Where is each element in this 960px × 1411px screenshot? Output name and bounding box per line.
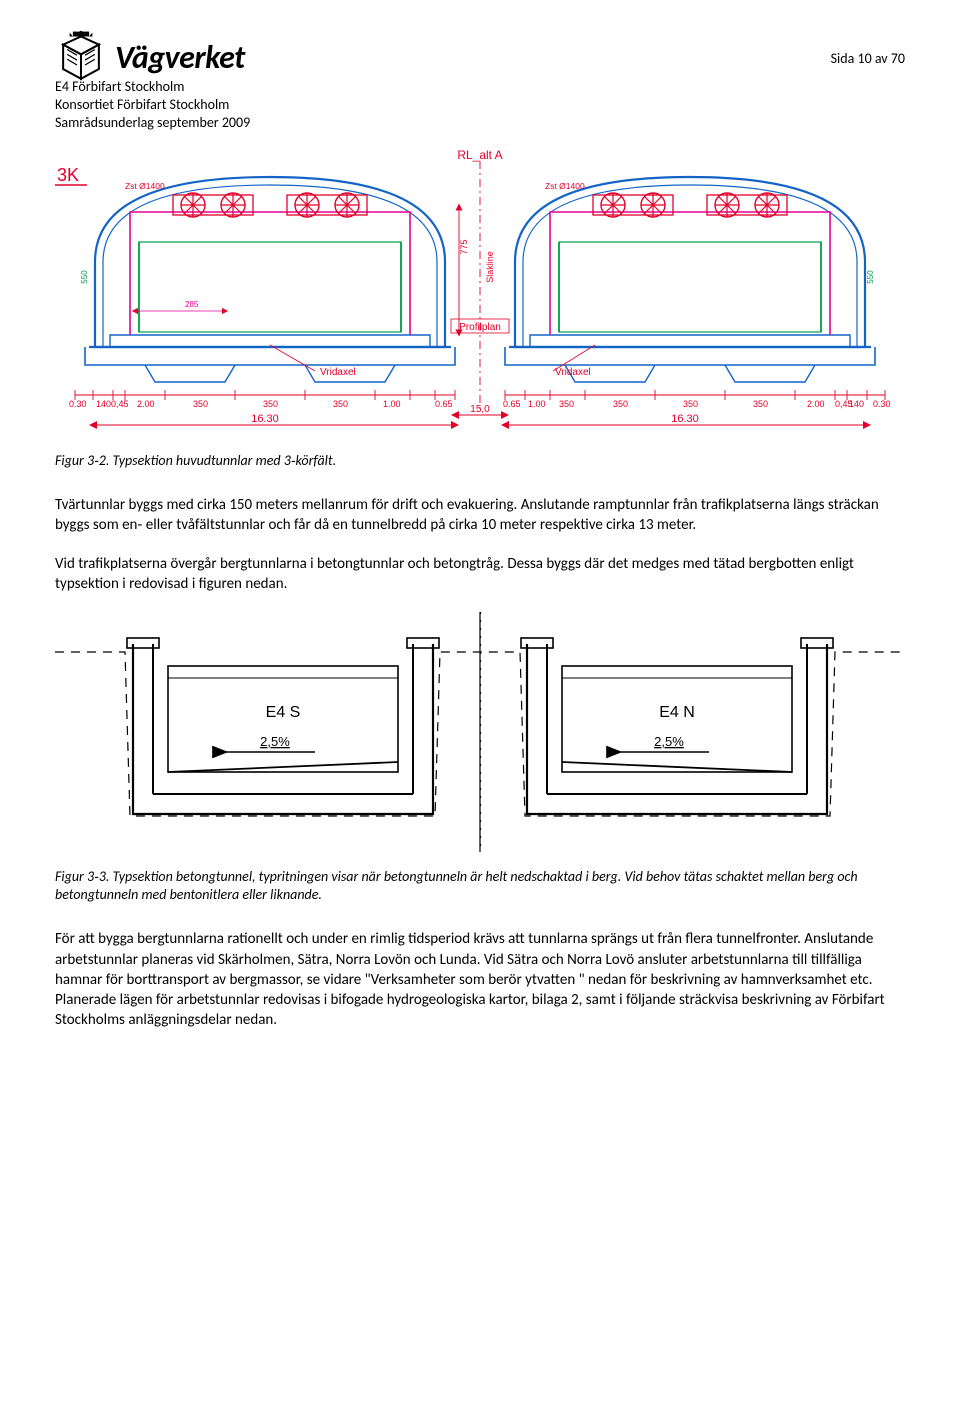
header-line-2: Konsortiet Förbifart Stockholm [55, 96, 250, 114]
slope-left: 2,5% [260, 734, 290, 749]
dim-r-200: 2.00 [807, 399, 825, 409]
dim-r-030: 0.30 [873, 399, 891, 409]
label-vridaxel-l: Vridaxel [320, 367, 356, 378]
header-line-3: Samrådsunderlag september 2009 [55, 114, 250, 132]
label-e4n: E4 N [659, 704, 695, 721]
dim-285: 285 [185, 300, 199, 309]
dim-r-350d: 350 [753, 399, 768, 409]
vagverket-logo-icon [55, 30, 107, 82]
dim-550-l: 550 [80, 269, 89, 283]
dim-l-045: 0,45 [111, 399, 129, 409]
header-subtitle: E4 Förbifart Stockholm Konsortiet Förbif… [55, 78, 250, 133]
dim-l-350c: 350 [333, 399, 348, 409]
dim-150-gap: 15,0 [470, 404, 490, 415]
dim-775: 775 [459, 239, 469, 254]
paragraph-2: Vid trafikplatserna övergår bergtunnlarn… [55, 554, 905, 595]
header-left: Vägverket E4 Förbifart Stockholm Konsort… [55, 30, 250, 133]
label-rl-alt: RL_alt A [457, 148, 502, 162]
label-vridaxel-r: Vridaxel [555, 367, 591, 378]
dim-l-030: 0.30 [69, 399, 87, 409]
dim-550-r: 550 [866, 269, 875, 283]
dim-r-140: 140 [849, 399, 864, 409]
label-e4s: E4 S [266, 704, 301, 721]
label-3k: 3K [57, 165, 79, 185]
label-zst-left: Zst Ø1400 [125, 181, 165, 191]
dim-r-350c: 350 [683, 399, 698, 409]
label-zst-right: Zst Ø1400 [545, 181, 585, 191]
dim-l-100: 1.00 [383, 399, 401, 409]
label-profilplan: Profilplan [459, 322, 501, 333]
paragraph-1: Tvärtunnlar byggs med cirka 150 meters m… [55, 495, 905, 536]
label-slakline: Slakline [485, 251, 495, 283]
dim-l-065: 0.65 [435, 399, 453, 409]
figure-3-3-caption: Figur 3‑3. Typsektion betongtunnel, typr… [55, 868, 905, 906]
figure-3-2-svg: 3K RL_alt A Zst Ø1400 Zst Ø1400 550 550 … [55, 147, 905, 437]
paragraph-3: För att bygga bergtunnlarna rationellt o… [55, 929, 905, 1030]
page-number: Sida 10 av 70 [831, 50, 905, 69]
header-line-1: E4 Förbifart Stockholm [55, 78, 250, 96]
dim-r-065: 0.65 [503, 399, 521, 409]
page-header: Vägverket E4 Förbifart Stockholm Konsort… [55, 30, 905, 133]
dim-1630-r: 16.30 [671, 413, 699, 425]
dim-l-350a: 350 [193, 399, 208, 409]
dim-l-350b: 350 [263, 399, 278, 409]
org-logo: Vägverket [55, 30, 250, 82]
dim-r-100: 1.00 [528, 399, 546, 409]
org-name: Vägverket [115, 36, 245, 79]
figure-3-2: 3K RL_alt A Zst Ø1400 Zst Ø1400 550 550 … [55, 147, 905, 443]
figure-3-2-caption: Figur 3‑2. Typsektion huvudtunnlar med 3… [55, 452, 905, 471]
figure-3-3: E4 S E4 N 2,5% 2,5% [55, 612, 905, 858]
dim-1630-l: 16.30 [251, 413, 279, 425]
dim-l-140: 140 [96, 399, 111, 409]
dim-l-200: 2.00 [137, 399, 155, 409]
slope-right: 2,5% [654, 734, 684, 749]
dim-r-350a: 350 [559, 399, 574, 409]
dim-r-350b: 350 [613, 399, 628, 409]
figure-3-3-svg: E4 S E4 N 2,5% 2,5% [55, 612, 905, 852]
